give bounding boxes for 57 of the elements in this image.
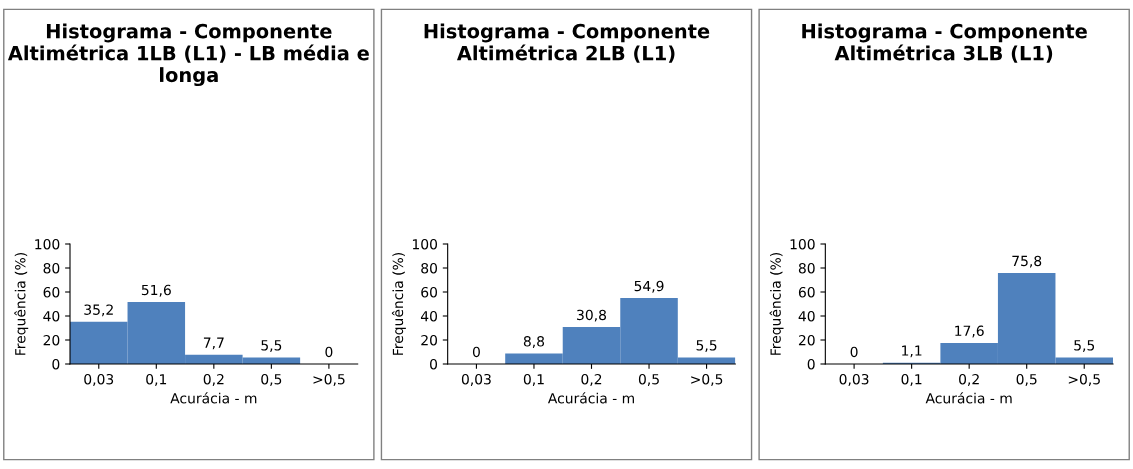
y-tick-label: 40 [43, 310, 60, 322]
data-label: 5,5 [1074, 340, 1095, 352]
y-tick-label: 60 [798, 286, 815, 298]
y-tick-label: 0 [807, 358, 815, 370]
y-tick-label: 100 [35, 238, 60, 250]
y-tick-label: 60 [43, 286, 60, 298]
data-label: 35,2 [84, 304, 113, 317]
x-tick-label: 0,2 [581, 373, 602, 386]
data-label: 7,7 [203, 337, 224, 350]
x-tick-label: >0,5 [1068, 373, 1100, 386]
x-tick-label: 0,5 [1016, 373, 1037, 386]
data-label: 8,8 [523, 336, 545, 348]
y-axis-title: Frequência (%) [769, 253, 784, 355]
x-tick-label: 0,2 [203, 373, 224, 386]
x-tick-label: 0,03 [461, 373, 491, 386]
x-tick-label: 0,5 [638, 373, 659, 386]
data-label: 30,8 [577, 309, 607, 322]
y-tick-label: 0 [430, 358, 438, 370]
chart-title: Histograma - Componente Altimétrica 1LB (L1) - LB média e longa [7, 23, 369, 87]
x-tick-label: 0,2 [959, 373, 979, 386]
y-tick-label: 80 [43, 262, 60, 274]
data-label: 51,6 [141, 284, 171, 297]
x-tick-label: 0,1 [523, 373, 544, 386]
x-tick-label: 0,5 [261, 373, 282, 386]
data-label: 17,6 [955, 325, 984, 338]
chart-title: Histograma - Componente Altimétrica 2LB (L1) [424, 23, 710, 63]
x-axis-title: Acurácia - m [170, 392, 257, 404]
x-tick-label: 0,03 [84, 373, 114, 386]
data-label: 0 [472, 346, 480, 358]
x-tick-label: 0,1 [901, 373, 922, 386]
y-tick-label: 100 [790, 238, 815, 250]
x-tick-label: 0,03 [839, 373, 869, 386]
y-tick-label: 0 [52, 358, 60, 370]
x-tick-label: >0,5 [691, 373, 723, 386]
y-axis-title: Frequência (%) [391, 253, 406, 355]
y-tick-label: 40 [798, 310, 815, 322]
chart-title: Histograma - Componente Altimétrica 3LB (L1) [802, 23, 1087, 63]
data-label: 1,1 [902, 345, 922, 358]
x-tick-label: 0,1 [146, 373, 167, 386]
x-axis-title: Acurácia - m [925, 392, 1012, 404]
y-axis-title: Frequência (%) [14, 253, 29, 355]
data-label: 75,8 [1012, 255, 1042, 268]
x-axis-title: Acurácia - m [547, 392, 634, 404]
x-tick-label: >0,5 [313, 373, 345, 386]
data-label: 5,5 [696, 340, 717, 352]
y-tick-label: 100 [412, 238, 438, 250]
data-label: 0 [325, 346, 333, 358]
y-tick-label: 20 [43, 334, 60, 346]
y-tick-label: 80 [798, 262, 815, 274]
data-label: 0 [850, 346, 858, 358]
y-tick-label: 20 [798, 334, 815, 346]
y-tick-label: 80 [421, 262, 438, 274]
data-label: 5,5 [261, 340, 282, 352]
data-label: 54,9 [634, 280, 664, 293]
y-tick-label: 60 [421, 286, 438, 298]
y-tick-label: 40 [420, 310, 438, 322]
y-tick-label: 20 [421, 334, 438, 346]
